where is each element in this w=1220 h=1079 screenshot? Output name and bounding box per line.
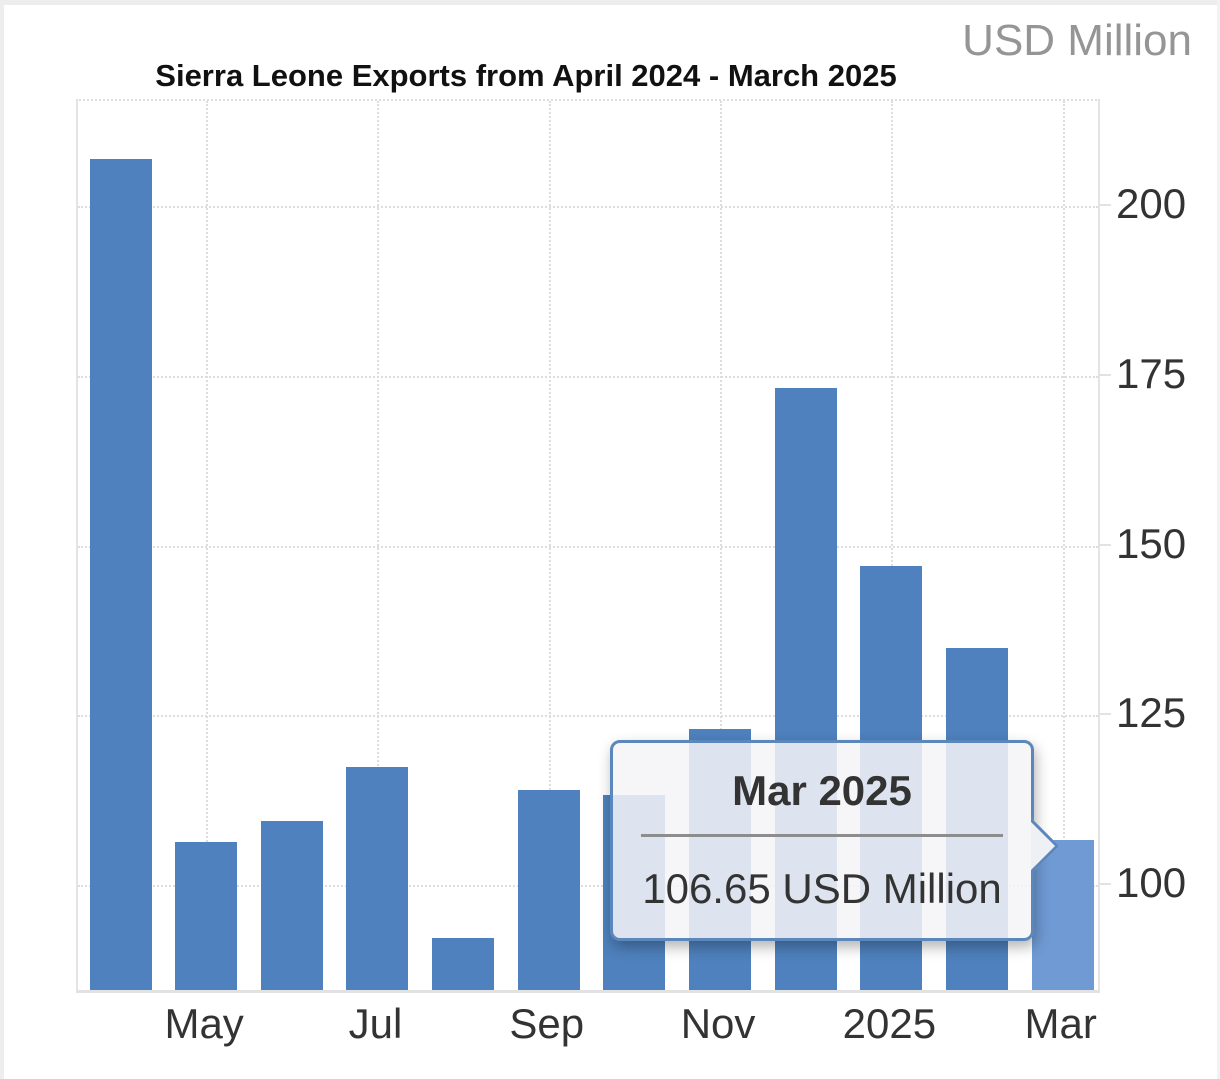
tooltip-value: 106.65 USD Million bbox=[642, 865, 1002, 912]
tooltip-divider bbox=[641, 834, 1003, 837]
y-axis-unit-label: USD Million bbox=[962, 16, 1192, 65]
y-axis-label-150: 150 bbox=[1116, 519, 1187, 567]
bar-sep-2024[interactable] bbox=[517, 790, 580, 990]
y-axis-tick-150 bbox=[1098, 543, 1111, 546]
gridline-x-sep bbox=[548, 101, 551, 990]
gridline-y-150 bbox=[78, 545, 1098, 548]
gridline-y-100 bbox=[78, 884, 1098, 887]
x-axis-label-nov: Nov bbox=[680, 1000, 756, 1047]
gridline-x-2025 bbox=[891, 101, 894, 990]
bar-jul-2024[interactable] bbox=[346, 766, 409, 990]
y-axis-tick-200 bbox=[1098, 204, 1111, 207]
tooltip-arrow bbox=[1031, 815, 1058, 871]
gridline-y-200 bbox=[78, 206, 1098, 209]
gridline-x-may bbox=[206, 101, 209, 990]
window-edge-right bbox=[1217, 0, 1220, 1079]
y-axis-tick-175 bbox=[1098, 373, 1111, 376]
bar-may-2024[interactable] bbox=[175, 842, 238, 990]
gridline-x-jul bbox=[377, 101, 380, 990]
window-edge-top bbox=[0, 0, 1220, 5]
bar-mar-2025[interactable] bbox=[1031, 839, 1094, 990]
bar-jun-2024[interactable] bbox=[260, 821, 323, 990]
y-axis-tick-125 bbox=[1098, 713, 1111, 716]
y-axis-tick-100 bbox=[1098, 882, 1111, 885]
tooltip-title: Mar 2025 bbox=[732, 767, 912, 814]
y-axis-label-100: 100 bbox=[1116, 858, 1187, 906]
chart-tooltip: Mar 2025 106.65 USD Million bbox=[610, 740, 1058, 941]
y-axis-label-175: 175 bbox=[1116, 349, 1187, 397]
x-axis-label-may: May bbox=[164, 1000, 244, 1047]
gridline-x-nov bbox=[720, 101, 723, 990]
bar-aug-2024[interactable] bbox=[432, 938, 495, 990]
gridline-y-175 bbox=[78, 375, 1098, 378]
gridline-y-125 bbox=[78, 715, 1098, 718]
window-edge-left bbox=[0, 0, 4, 1079]
y-axis-label-125: 125 bbox=[1116, 689, 1187, 737]
gridline-x-mar bbox=[1062, 101, 1065, 990]
x-axis-label-jul: Jul bbox=[348, 1000, 403, 1047]
y-axis-label-200: 200 bbox=[1116, 180, 1187, 228]
x-axis-label-mar: Mar bbox=[1024, 1000, 1097, 1047]
x-axis-label-sep: Sep bbox=[509, 1000, 585, 1047]
chart-title: Sierra Leone Exports from April 2024 - M… bbox=[155, 58, 897, 93]
x-axis-label-2025: 2025 bbox=[842, 1000, 937, 1047]
bar-apr-2024[interactable] bbox=[89, 159, 152, 990]
